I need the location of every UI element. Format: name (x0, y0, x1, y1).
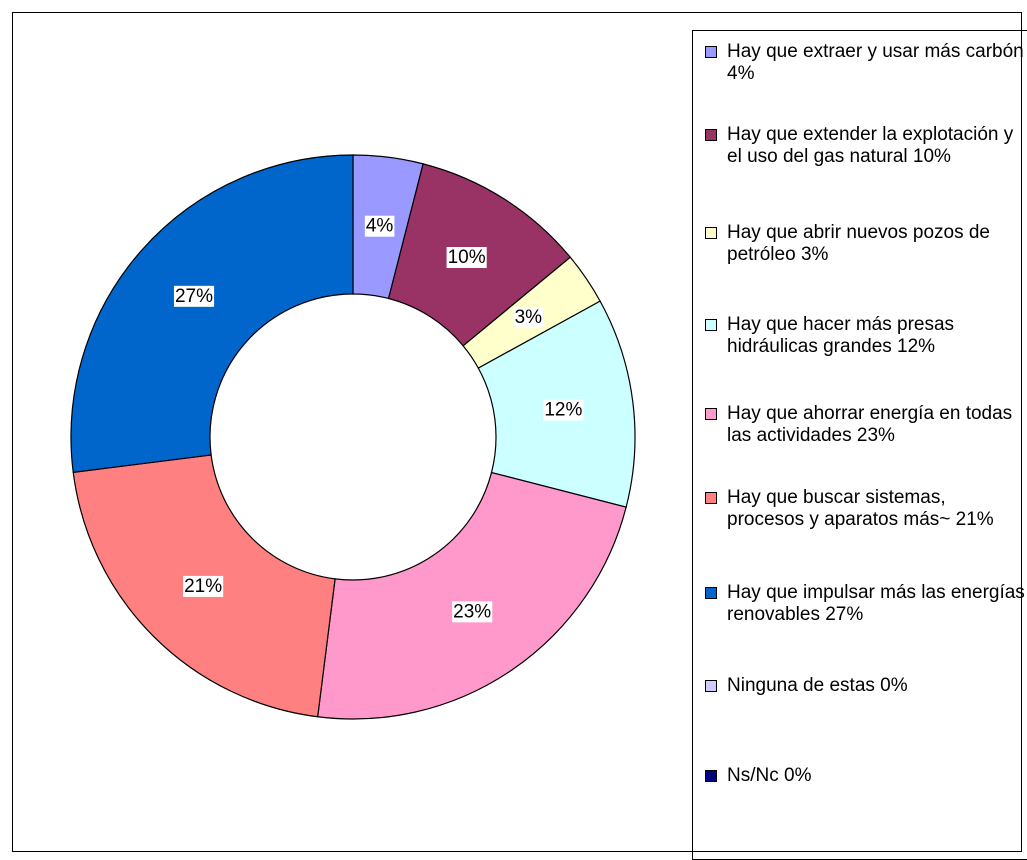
data-label-bg (183, 575, 224, 597)
slice (70, 154, 354, 474)
legend-label: Hay que hacer más presas hidráulicas gra… (727, 314, 960, 357)
data-label-bg (543, 399, 584, 421)
legend-swatch (705, 587, 717, 599)
legend-label: Hay que abrir nuevos pozos de petróleo 3… (727, 222, 996, 265)
data-label: 10% (448, 247, 486, 268)
data-label: 12% (544, 399, 582, 420)
legend-label: Hay que impulsar más las energías renova… (727, 582, 1025, 625)
chart: 4% 10% 3% 12% 23% 21% 27% (70, 154, 636, 720)
legend-label: Ninguna de estas 0% (727, 675, 908, 696)
data-label-bg (364, 215, 395, 237)
data-label: 21% (184, 576, 222, 597)
legend-swatch (705, 770, 717, 782)
data-label: 23% (453, 601, 491, 622)
legend-swatch (705, 129, 717, 141)
data-label-bg (452, 601, 493, 623)
legend-swatch (705, 319, 717, 331)
slice (316, 471, 627, 720)
legend-swatch (705, 492, 717, 504)
legend: Hay que extraer y usar más carbón 4% Hay … (692, 30, 1027, 860)
data-label-bg (513, 306, 544, 328)
data-label-bg (446, 247, 487, 269)
data-label-bg (173, 285, 215, 307)
legend-swatch (705, 408, 717, 420)
legend-label: Hay que buscar sistemas, procesos y apar… (727, 487, 994, 530)
legend-swatch (705, 46, 717, 58)
data-label: 3% (515, 307, 543, 328)
data-label: 4% (366, 216, 394, 237)
data-label: 27% (175, 286, 213, 307)
legend-label: Hay que ahorrar energía en todas las act… (727, 403, 1018, 446)
legend-swatch (705, 680, 717, 692)
legend-swatch (705, 227, 717, 239)
legend-label: Hay que extender la explotación y el uso… (727, 124, 1019, 167)
legend-label: Ns/Nc 0% (727, 765, 812, 786)
legend-label: Hay que extraer y usar más carbón 4% (727, 41, 1024, 84)
